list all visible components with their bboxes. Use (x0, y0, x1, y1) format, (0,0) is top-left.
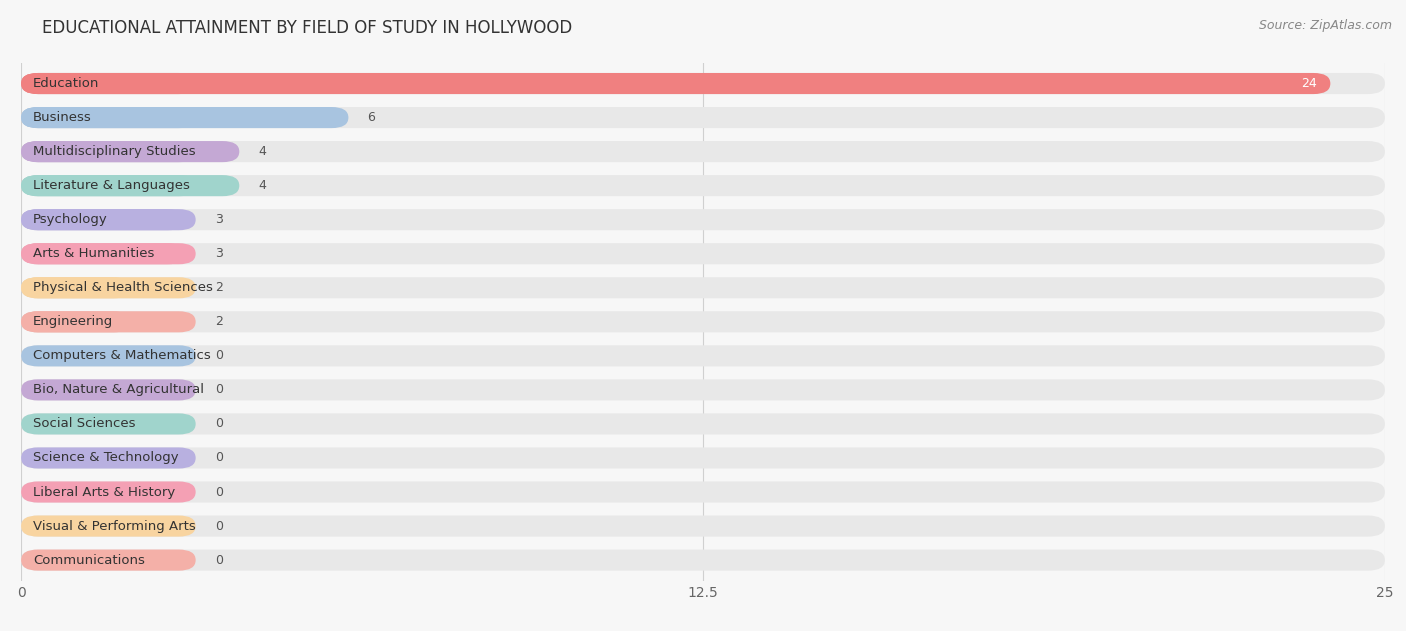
FancyBboxPatch shape (21, 379, 195, 401)
Text: 3: 3 (215, 213, 222, 226)
FancyBboxPatch shape (21, 311, 1385, 333)
Text: 4: 4 (259, 145, 266, 158)
FancyBboxPatch shape (21, 175, 195, 196)
FancyBboxPatch shape (21, 516, 195, 536)
FancyBboxPatch shape (21, 209, 195, 230)
Text: Bio, Nature & Agricultural: Bio, Nature & Agricultural (34, 384, 204, 396)
Text: Source: ZipAtlas.com: Source: ZipAtlas.com (1258, 19, 1392, 32)
Text: 24: 24 (1301, 77, 1317, 90)
Text: 3: 3 (215, 247, 222, 260)
FancyBboxPatch shape (21, 311, 131, 333)
Text: 2: 2 (215, 281, 222, 294)
FancyBboxPatch shape (21, 107, 195, 128)
Text: 4: 4 (259, 179, 266, 192)
FancyBboxPatch shape (21, 277, 1385, 298)
FancyBboxPatch shape (21, 107, 349, 128)
Text: Engineering: Engineering (34, 316, 114, 328)
Text: 0: 0 (215, 519, 222, 533)
FancyBboxPatch shape (21, 345, 195, 367)
FancyBboxPatch shape (21, 345, 1385, 367)
Text: 0: 0 (215, 485, 222, 498)
FancyBboxPatch shape (21, 141, 195, 162)
Text: Science & Technology: Science & Technology (34, 451, 179, 464)
FancyBboxPatch shape (21, 141, 1385, 162)
FancyBboxPatch shape (21, 413, 195, 435)
Text: Physical & Health Sciences: Physical & Health Sciences (34, 281, 212, 294)
Text: Communications: Communications (34, 553, 145, 567)
Text: Literature & Languages: Literature & Languages (34, 179, 190, 192)
FancyBboxPatch shape (21, 209, 184, 230)
Text: Arts & Humanities: Arts & Humanities (34, 247, 155, 260)
FancyBboxPatch shape (21, 175, 1385, 196)
Text: Computers & Mathematics: Computers & Mathematics (34, 350, 211, 362)
FancyBboxPatch shape (21, 73, 195, 94)
FancyBboxPatch shape (21, 277, 131, 298)
FancyBboxPatch shape (21, 243, 195, 264)
Text: Liberal Arts & History: Liberal Arts & History (34, 485, 176, 498)
FancyBboxPatch shape (21, 379, 1385, 401)
FancyBboxPatch shape (21, 413, 1385, 435)
Text: 6: 6 (367, 111, 375, 124)
Text: Psychology: Psychology (34, 213, 108, 226)
Text: 0: 0 (215, 451, 222, 464)
Text: 0: 0 (215, 553, 222, 567)
Text: 0: 0 (215, 418, 222, 430)
FancyBboxPatch shape (21, 107, 1385, 128)
FancyBboxPatch shape (21, 311, 195, 333)
FancyBboxPatch shape (21, 481, 1385, 502)
FancyBboxPatch shape (21, 516, 1385, 536)
Text: 0: 0 (215, 384, 222, 396)
Text: Visual & Performing Arts: Visual & Performing Arts (34, 519, 195, 533)
Text: Education: Education (34, 77, 100, 90)
FancyBboxPatch shape (21, 73, 1385, 94)
FancyBboxPatch shape (21, 447, 1385, 469)
Text: 0: 0 (215, 350, 222, 362)
FancyBboxPatch shape (21, 550, 1385, 570)
FancyBboxPatch shape (21, 277, 195, 298)
FancyBboxPatch shape (21, 243, 1385, 264)
Text: EDUCATIONAL ATTAINMENT BY FIELD OF STUDY IN HOLLYWOOD: EDUCATIONAL ATTAINMENT BY FIELD OF STUDY… (42, 19, 572, 37)
FancyBboxPatch shape (21, 209, 1385, 230)
Text: 2: 2 (215, 316, 222, 328)
FancyBboxPatch shape (21, 73, 1330, 94)
FancyBboxPatch shape (21, 175, 239, 196)
FancyBboxPatch shape (21, 141, 239, 162)
Text: Social Sciences: Social Sciences (34, 418, 135, 430)
FancyBboxPatch shape (21, 243, 184, 264)
FancyBboxPatch shape (21, 447, 195, 469)
Text: Business: Business (34, 111, 91, 124)
Text: Multidisciplinary Studies: Multidisciplinary Studies (34, 145, 195, 158)
FancyBboxPatch shape (21, 481, 195, 502)
FancyBboxPatch shape (21, 550, 195, 570)
